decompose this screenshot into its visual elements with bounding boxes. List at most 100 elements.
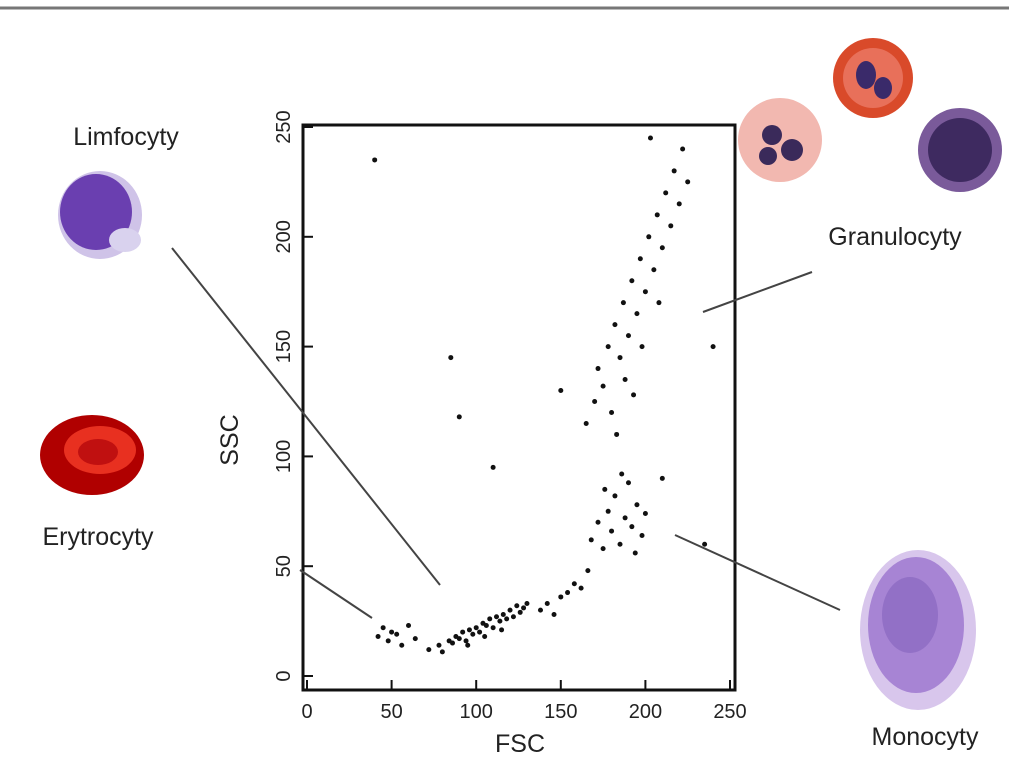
point	[685, 179, 691, 185]
y-tick-label: 50	[273, 555, 295, 577]
point	[578, 585, 584, 591]
point	[668, 223, 674, 229]
point	[592, 399, 598, 404]
connector	[299, 569, 373, 619]
point	[558, 594, 564, 600]
point	[436, 642, 442, 648]
point	[494, 614, 500, 620]
point	[483, 622, 489, 628]
point	[490, 464, 496, 470]
point	[497, 618, 503, 624]
point	[595, 366, 601, 372]
point	[565, 590, 571, 596]
point	[477, 629, 483, 635]
point	[521, 605, 527, 611]
point	[439, 649, 445, 655]
point	[394, 631, 400, 637]
point	[450, 640, 456, 646]
y-tick-label: 100	[273, 440, 295, 473]
annotation: Erytrocyty	[42, 523, 154, 551]
point	[544, 601, 550, 607]
point	[629, 278, 635, 284]
x-tick-label: 50	[380, 701, 402, 723]
x-axis-label: FSC	[495, 730, 545, 758]
point	[605, 344, 611, 350]
point	[399, 642, 405, 648]
point	[637, 256, 643, 262]
point	[710, 344, 716, 350]
point	[507, 607, 513, 613]
point	[634, 311, 640, 317]
point	[625, 480, 631, 486]
point	[625, 333, 631, 339]
point	[659, 475, 665, 481]
x-tick-label: 100	[460, 701, 493, 723]
point	[426, 647, 432, 653]
point	[702, 541, 708, 547]
connector	[171, 247, 441, 586]
y-tick-label: 0	[273, 670, 295, 681]
point	[619, 471, 625, 477]
point	[406, 622, 412, 628]
point	[629, 524, 635, 530]
point	[456, 636, 462, 642]
point	[524, 601, 530, 607]
point	[622, 515, 628, 521]
point	[639, 344, 645, 350]
point	[504, 616, 510, 622]
point	[639, 532, 645, 538]
point	[651, 267, 657, 273]
point	[620, 300, 626, 306]
point	[482, 633, 488, 639]
point	[602, 486, 608, 492]
point	[663, 190, 669, 196]
granulocyte-icons	[738, 38, 1002, 192]
x-tick-label: 250	[713, 701, 746, 723]
point	[372, 157, 378, 163]
point	[646, 234, 652, 240]
point	[551, 612, 557, 618]
point	[614, 431, 620, 437]
point	[609, 528, 615, 534]
x-tick-label: 0	[301, 701, 312, 723]
point	[617, 541, 623, 547]
point	[617, 355, 623, 361]
connector	[674, 534, 841, 611]
point	[463, 638, 469, 644]
point	[631, 392, 637, 398]
point	[654, 212, 660, 218]
point	[632, 550, 638, 556]
point	[499, 627, 505, 633]
x-tick-label: 150	[544, 701, 577, 723]
point	[514, 603, 520, 609]
point	[571, 581, 577, 587]
point	[466, 627, 472, 633]
point	[460, 629, 466, 635]
y-tick-label: 200	[273, 220, 295, 253]
point	[385, 638, 391, 644]
point	[583, 420, 589, 426]
point	[558, 388, 564, 394]
plot-frame	[301, 123, 737, 692]
y-tick-label: 250	[273, 110, 295, 143]
point	[473, 625, 479, 631]
point	[609, 409, 615, 415]
point	[380, 625, 386, 631]
point	[510, 614, 516, 620]
point	[622, 377, 628, 383]
point	[465, 642, 471, 648]
point	[456, 414, 462, 420]
point	[487, 616, 493, 622]
point	[612, 322, 618, 328]
x-tick-label: 200	[629, 701, 662, 723]
point	[642, 289, 648, 295]
point	[448, 355, 454, 361]
point	[612, 493, 618, 499]
annotation: Monocyty	[872, 723, 979, 751]
point	[656, 300, 662, 306]
point	[600, 383, 606, 389]
annotation: Limfocyty	[73, 123, 179, 151]
lymphocyte-icon	[58, 171, 142, 259]
